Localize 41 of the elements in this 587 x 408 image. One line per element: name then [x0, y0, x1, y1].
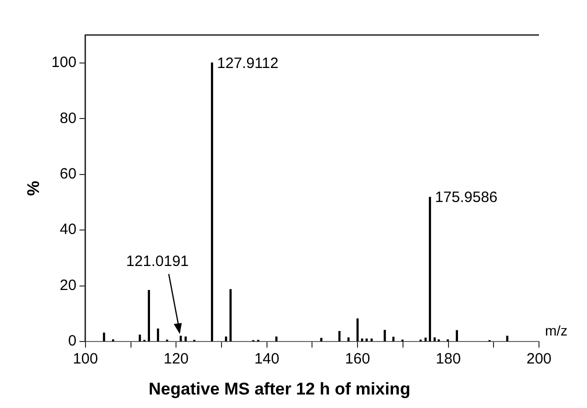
annotation: 121.0191	[126, 253, 189, 270]
bar	[361, 338, 364, 342]
bar	[156, 328, 160, 342]
bar	[338, 330, 341, 342]
bar	[275, 336, 278, 342]
bar	[392, 336, 394, 342]
bar	[456, 330, 458, 342]
y-tick-label: 100	[51, 54, 76, 72]
bar	[184, 336, 187, 342]
bar	[148, 290, 150, 342]
x-tick-label: 200	[526, 350, 552, 368]
bar	[506, 336, 508, 342]
y-tick-label: 40	[60, 221, 76, 238]
bar	[424, 338, 427, 342]
bar	[370, 338, 373, 342]
y-tick-label: 80	[60, 110, 76, 127]
annotation: 175.9586	[434, 189, 498, 206]
y-tick-label: 60	[60, 166, 76, 183]
bar	[434, 337, 436, 342]
x-tick-label: 140	[254, 350, 280, 368]
y-axis-title: %	[24, 180, 43, 196]
x-axis-title: m/z	[545, 322, 568, 338]
bar	[428, 196, 432, 342]
bar	[224, 336, 228, 342]
bar	[356, 318, 359, 342]
y-tick-label: 20	[60, 276, 76, 294]
x-tick-label: 180	[436, 350, 461, 368]
annotation: 127.9112	[217, 54, 278, 72]
y-tick-label: 0	[68, 332, 76, 350]
bar	[210, 62, 214, 342]
text: Negative MS after 12 h of mixing	[148, 379, 410, 398]
x-tick-label: 120	[164, 350, 189, 368]
bar	[320, 338, 322, 342]
bar	[384, 330, 386, 342]
bar	[366, 338, 368, 342]
bar	[347, 337, 350, 342]
bar	[229, 289, 232, 342]
bar	[138, 334, 141, 342]
x-tick-label: 100	[72, 350, 98, 368]
bar	[102, 332, 106, 342]
x-tick-label: 160	[345, 350, 370, 368]
